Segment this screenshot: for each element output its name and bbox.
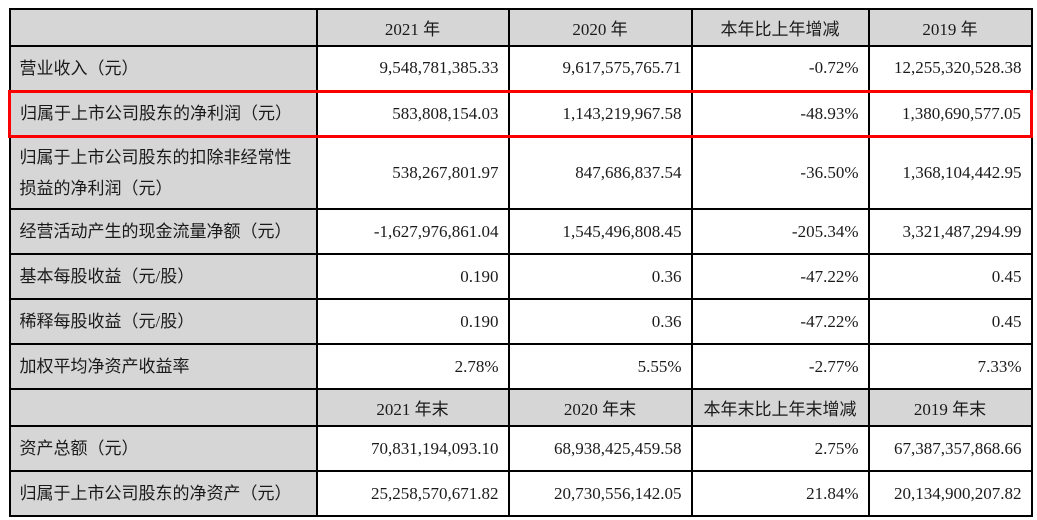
value-cell: 20,134,900,207.82 xyxy=(867,470,1033,518)
table-row: 基本每股收益（元/股） 0.190 0.36 -47.22% 0.45 xyxy=(8,253,1033,301)
column-header: 2021 年末 xyxy=(315,388,510,428)
value-cell: 2.75% xyxy=(690,425,870,473)
value-cell: 9,617,575,765.71 xyxy=(507,45,693,92)
value-cell: 25,258,570,671.82 xyxy=(315,470,510,518)
value-cell: 847,686,837.54 xyxy=(507,134,693,211)
row-label-cell: 加权平均净资产收益率 xyxy=(8,343,318,391)
column-header: 本年比上年增减 xyxy=(690,8,870,47)
value-cell: 1,380,690,577.05 xyxy=(867,89,1033,138)
period-header-row: 2021 年末 2020 年末 本年末比上年末增减 2019 年末 xyxy=(8,388,1033,428)
row-label-cell: 稀释每股收益（元/股） xyxy=(8,298,318,346)
column-header: 2019 年末 xyxy=(867,388,1033,428)
value-cell: 0.45 xyxy=(867,298,1033,346)
table-row: 稀释每股收益（元/股） 0.190 0.36 -47.22% 0.45 xyxy=(8,298,1033,346)
row-label-cell: 归属于上市公司股东的扣除非经常性损益的净利润（元） xyxy=(8,134,318,211)
value-cell: 1,368,104,442.95 xyxy=(867,134,1033,211)
value-cell: 20,730,556,142.05 xyxy=(507,470,693,518)
row-label-cell: 营业收入（元） xyxy=(8,45,318,92)
value-cell: 2.78% xyxy=(315,343,510,391)
value-cell: 7.33% xyxy=(867,343,1033,391)
value-cell: 12,255,320,528.38 xyxy=(867,45,1033,92)
value-cell: -0.72% xyxy=(690,45,870,92)
value-cell: -48.93% xyxy=(690,89,870,138)
corner-cell xyxy=(8,388,318,428)
value-cell: -205.34% xyxy=(690,208,870,256)
column-header: 2020 年末 xyxy=(507,388,693,428)
value-cell: 5.55% xyxy=(507,343,693,391)
table-row: 营业收入（元） 9,548,781,385.33 9,617,575,765.71-… xyxy=(8,45,1033,92)
value-cell: 583,808,154.03 xyxy=(315,89,510,138)
table-row: 经营活动产生的现金流量净额（元） -1,627,976,861.04 1,545,4… xyxy=(8,208,1033,256)
row-label-cell: 经营活动产生的现金流量净额（元） xyxy=(8,208,318,256)
row-label-cell: 归属于上市公司股东的净资产（元） xyxy=(8,470,318,518)
table-row: 加权平均净资产收益率 2.78% 5.55% -2.77% 7.33% xyxy=(8,343,1033,391)
value-cell: -36.50% xyxy=(690,134,870,211)
corner-cell xyxy=(8,8,318,47)
value-cell: 3,321,487,294.99 xyxy=(867,208,1033,256)
value-cell: 67,387,357,868.66 xyxy=(867,425,1033,473)
value-cell: 21.84% xyxy=(690,470,870,518)
table-row: 资产总额（元） 70,831,194,093.10 68,938,425,459.5… xyxy=(8,425,1033,473)
value-cell: 1,143,219,967.58 xyxy=(507,89,693,138)
row-label-cell: 资产总额（元） xyxy=(8,425,318,473)
table-row: 归属于上市公司股东的扣除非经常性损益的净利润（元） 538,267,801.97 8… xyxy=(8,134,1033,211)
value-cell: 68,938,425,459.58 xyxy=(507,425,693,473)
value-cell: 0.190 xyxy=(315,253,510,301)
period-header-row: 2021 年 2020 年本年比上年增减 2019 年 xyxy=(8,8,1033,47)
value-cell: -2.77% xyxy=(690,343,870,391)
column-header: 2021 年 xyxy=(315,8,510,47)
row-label-cell: 归属于上市公司股东的净利润（元） xyxy=(8,89,318,138)
table-row-highlighted: 归属于上市公司股东的净利润（元） 583,808,154.03 1,143,219,… xyxy=(8,89,1033,138)
value-cell: 1,545,496,808.45 xyxy=(507,208,693,256)
value-cell: 0.36 xyxy=(507,298,693,346)
column-header: 本年末比上年末增减 xyxy=(690,388,870,428)
value-cell: 538,267,801.97 xyxy=(315,134,510,211)
value-cell: 70,831,194,093.10 xyxy=(315,425,510,473)
value-cell: 0.45 xyxy=(867,253,1033,301)
column-header: 2020 年 xyxy=(507,8,693,47)
value-cell: -47.22% xyxy=(690,298,870,346)
value-cell: -47.22% xyxy=(690,253,870,301)
value-cell: 0.36 xyxy=(507,253,693,301)
value-cell: -1,627,976,861.04 xyxy=(315,208,510,256)
value-cell: 0.190 xyxy=(315,298,510,346)
value-cell: 9,548,781,385.33 xyxy=(315,45,510,92)
row-label-cell: 基本每股收益（元/股） xyxy=(8,253,318,301)
column-header: 2019 年 xyxy=(867,8,1033,47)
financial-summary-table-body: 2021 年 2020 年本年比上年增减 2019 年营业收入（元） 9,548,78… xyxy=(8,8,1033,518)
table-row: 归属于上市公司股东的净资产（元） 25,258,570,671.82 20,730,… xyxy=(8,470,1033,518)
financial-summary-table: 2021 年 2020 年本年比上年增减 2019 年营业收入（元） 9,548,78… xyxy=(8,8,1033,518)
